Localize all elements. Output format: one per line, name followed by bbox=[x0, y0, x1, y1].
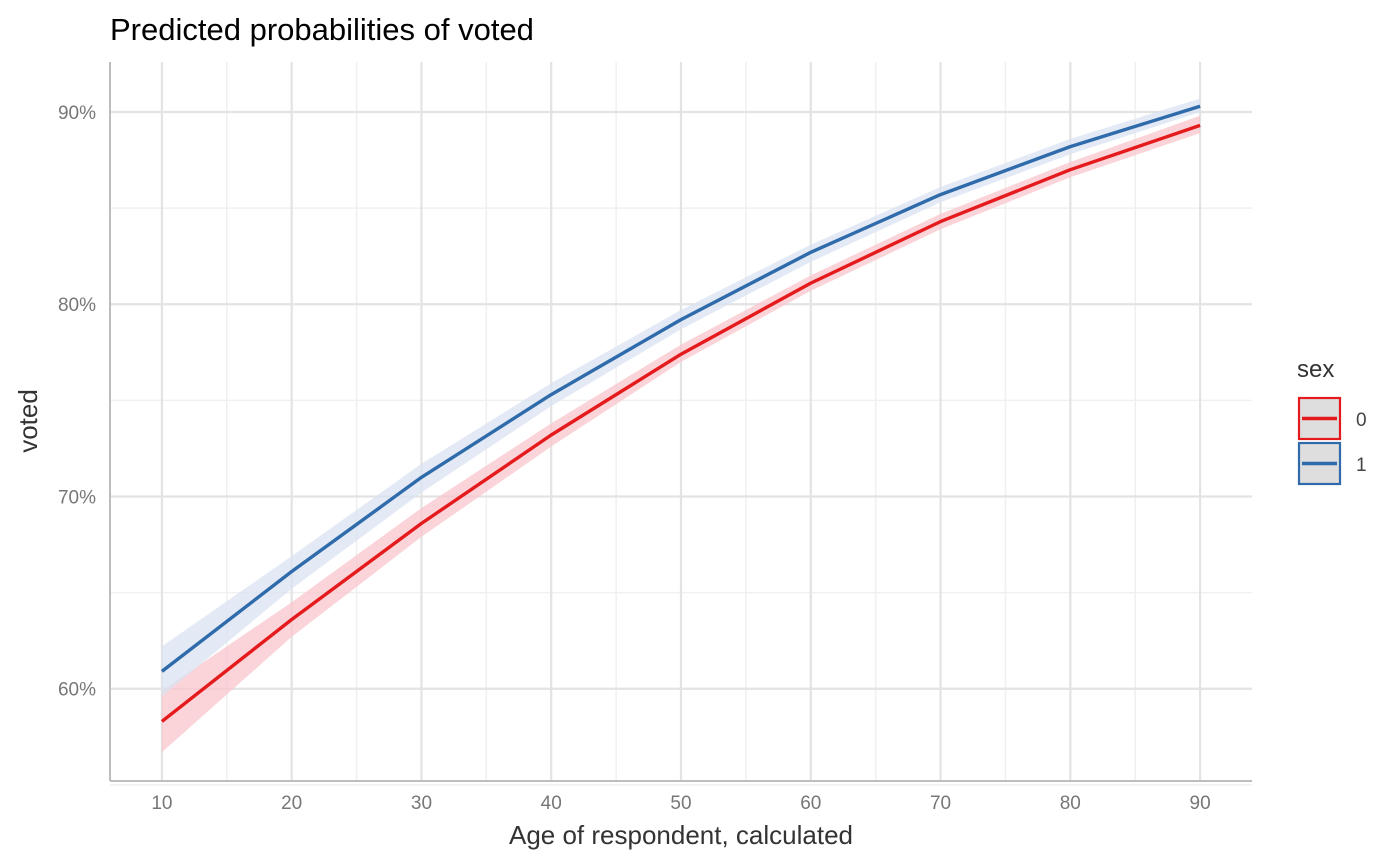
x-tick-label: 60 bbox=[800, 793, 821, 814]
series-line-sex-0 bbox=[160, 123, 1201, 723]
y-tick-labels: 60% 70% 80% 90% bbox=[58, 103, 96, 701]
x-tick-label: 70 bbox=[930, 793, 951, 814]
x-axis-title: Age of respondent, calculated bbox=[509, 820, 853, 850]
minor-grid bbox=[110, 62, 1252, 786]
x-tick-label: 90 bbox=[1190, 793, 1211, 814]
x-tick-label: 30 bbox=[411, 793, 432, 814]
x-tick-label: 40 bbox=[541, 793, 562, 814]
legend-label-0: 0 bbox=[1356, 410, 1367, 431]
x-tick-label: 80 bbox=[1060, 793, 1081, 814]
legend-title: sex bbox=[1297, 356, 1334, 383]
chart-title: Predicted probabilities of voted bbox=[110, 12, 534, 47]
y-tick-label: 90% bbox=[58, 103, 96, 124]
x-tick-label: 10 bbox=[151, 793, 172, 814]
series-lines bbox=[160, 104, 1201, 723]
y-tick-label: 60% bbox=[58, 680, 96, 701]
x-tick-labels: 10 20 30 40 50 60 70 80 90 bbox=[151, 793, 1210, 814]
y-axis-title: voted bbox=[13, 389, 43, 453]
y-tick-label: 70% bbox=[58, 487, 96, 508]
series-line-sex-1 bbox=[160, 104, 1201, 673]
x-tick-label: 50 bbox=[670, 793, 691, 814]
x-tick-label: 20 bbox=[281, 793, 302, 814]
y-tick-label: 80% bbox=[58, 295, 96, 316]
legend: sex 0 1 bbox=[1297, 356, 1367, 486]
legend-label-1: 1 bbox=[1356, 455, 1367, 476]
